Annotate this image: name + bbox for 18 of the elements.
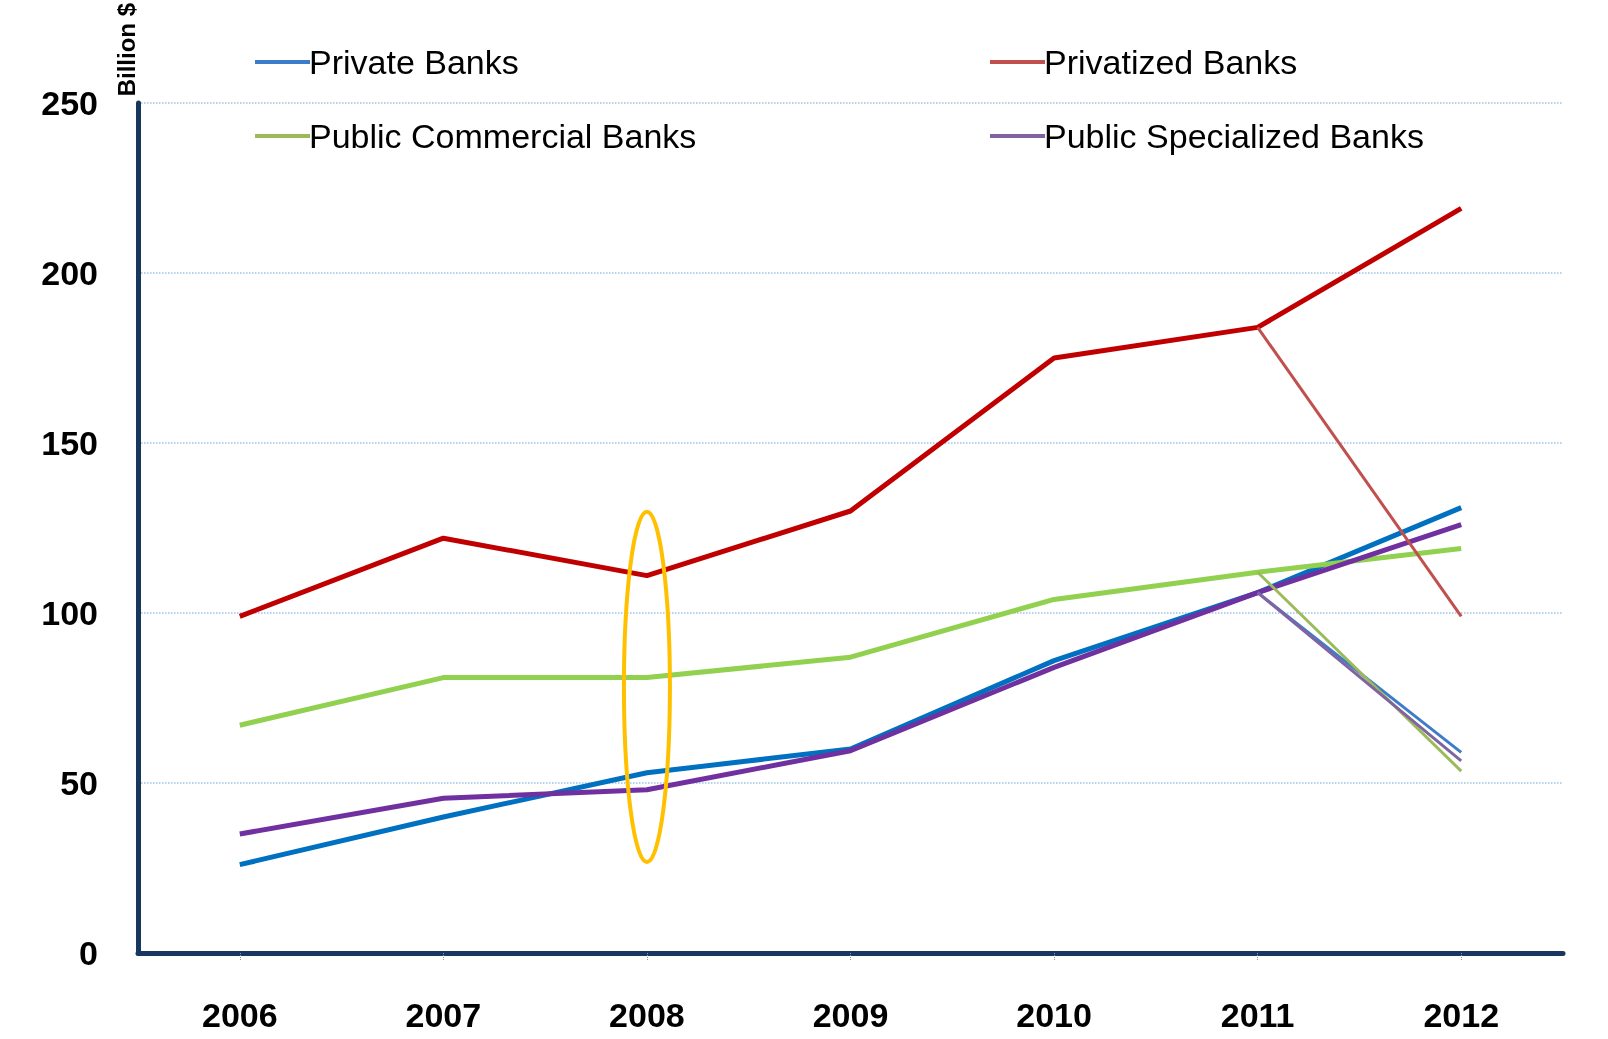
legend-label: Privatized Banks [1044,43,1298,81]
x-tick-label: 2009 [812,996,889,1034]
y-tick-label: 0 [79,934,98,972]
y-tick-label: 100 [41,594,98,632]
y-tick-label: 150 [41,424,98,462]
legend-label: Private Banks [309,43,519,81]
x-tick-label: 2010 [1016,996,1092,1034]
x-tick-label: 2006 [201,996,278,1034]
legend-label: Public Commercial Banks [309,117,697,155]
x-tick-label: 2011 [1220,996,1295,1034]
x-tick-label: 2012 [1423,996,1500,1034]
x-tick-label: 2008 [609,996,685,1034]
x-tick-label: 2007 [405,996,482,1034]
y-axis-title: Billion $ [112,2,140,97]
y-tick-label: 250 [41,84,98,122]
y-tick-label: 50 [60,764,98,802]
y-tick-label: 200 [41,254,98,292]
legend-label: Public Specialized Banks [1044,117,1424,155]
